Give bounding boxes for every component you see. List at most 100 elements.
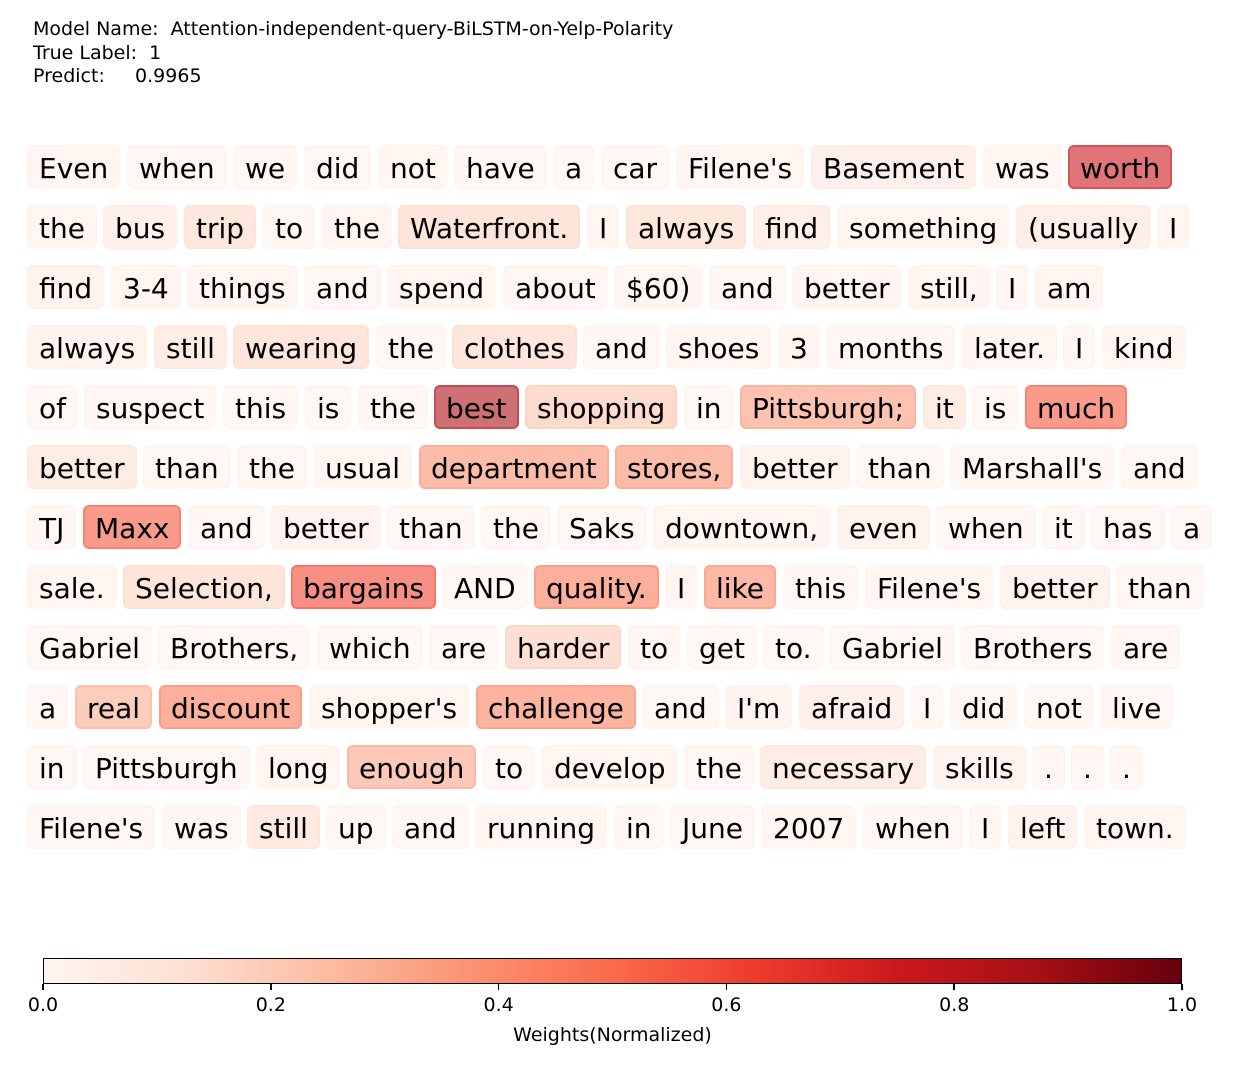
colorbar-tick <box>497 984 500 990</box>
token: and <box>583 325 660 369</box>
token: get <box>687 625 757 669</box>
token: car <box>601 145 670 189</box>
colorbar-label: Weights(Normalized) <box>513 1024 712 1046</box>
token: wearing <box>233 325 370 369</box>
token: still <box>154 325 227 369</box>
token: develop <box>542 745 678 789</box>
token: department <box>419 445 609 489</box>
token: Maxx <box>83 505 182 549</box>
token: . <box>1032 745 1065 789</box>
token: best <box>434 385 519 429</box>
token: still <box>247 805 320 849</box>
token: and <box>304 265 381 309</box>
token: shopper's <box>309 685 470 729</box>
token: $60) <box>614 265 703 309</box>
model-info-header: Model Name: Attention-independent-query-… <box>33 18 673 89</box>
token: afraid <box>799 685 905 729</box>
token: usual <box>313 445 413 489</box>
token: to <box>628 625 681 669</box>
token: to <box>263 205 316 249</box>
token: Even <box>27 145 121 189</box>
token: clothes <box>452 325 577 369</box>
token: it <box>923 385 966 429</box>
colorbar-tick <box>42 984 44 990</box>
token: harder <box>505 625 622 669</box>
token: 2007 <box>761 805 857 849</box>
token: live <box>1100 685 1174 729</box>
token: Brothers <box>961 625 1105 669</box>
token: is <box>972 385 1019 429</box>
token: when <box>863 805 963 849</box>
token: discount <box>159 685 303 729</box>
token: left <box>1008 805 1078 849</box>
token: Filene's <box>27 805 156 849</box>
token: better <box>792 265 902 309</box>
token: the <box>481 505 551 549</box>
token: the <box>376 325 446 369</box>
token: TJ <box>27 505 77 549</box>
token: in <box>684 385 734 429</box>
token: than <box>1116 565 1204 609</box>
token: and <box>709 265 786 309</box>
token: trip <box>184 205 257 249</box>
token: long <box>256 745 341 789</box>
token: a <box>1171 505 1213 549</box>
colorbar-tick-label: 0.8 <box>939 994 970 1016</box>
token: Marshall's <box>950 445 1115 489</box>
token: am <box>1035 265 1104 309</box>
token: skills <box>933 745 1026 789</box>
token: we <box>233 145 298 189</box>
token: not <box>1024 685 1094 729</box>
token: even <box>837 505 930 549</box>
token: quality. <box>534 565 659 609</box>
token: I <box>1063 325 1096 369</box>
token: Basement <box>811 145 977 189</box>
token: bargains <box>291 565 436 609</box>
token: spend <box>387 265 497 309</box>
token: than <box>856 445 944 489</box>
token: when <box>936 505 1036 549</box>
token: of <box>27 385 78 429</box>
token: sale. <box>27 565 117 609</box>
model-name-value: Attention-independent-query-BiLSTM-on-Ye… <box>170 18 674 40</box>
true-label-label: True Label: <box>33 41 138 64</box>
token: the <box>322 205 392 249</box>
token: this <box>223 385 299 429</box>
token: always <box>626 205 747 249</box>
token: (usually <box>1016 205 1151 249</box>
token: stores, <box>615 445 734 489</box>
token: and <box>642 685 719 729</box>
token: worth <box>1068 145 1173 189</box>
token: bus <box>103 205 178 249</box>
token: a <box>27 685 69 729</box>
token: in <box>614 805 664 849</box>
predict-row: Predict: 0.9965 <box>33 65 673 89</box>
true-label-row: True Label: 1 <box>33 42 673 66</box>
token: running <box>475 805 608 849</box>
token: up <box>326 805 386 849</box>
token: enough <box>347 745 477 789</box>
colorbar-tick <box>1181 984 1183 990</box>
token: something <box>837 205 1010 249</box>
token: real <box>75 685 153 729</box>
token: still, <box>908 265 990 309</box>
token: when <box>127 145 227 189</box>
token: and <box>188 505 265 549</box>
token: I <box>969 805 1002 849</box>
token: . <box>1071 745 1104 789</box>
token: was <box>162 805 241 849</box>
token: a <box>553 145 595 189</box>
token: are <box>429 625 499 669</box>
token: Brothers, <box>158 625 311 669</box>
token: Waterfront. <box>398 205 581 249</box>
token: in <box>27 745 77 789</box>
token: Filene's <box>865 565 994 609</box>
token: I <box>665 565 698 609</box>
token: kind <box>1102 325 1186 369</box>
token: was <box>983 145 1062 189</box>
token: better <box>271 505 381 549</box>
colorbar-tick-label: 0.2 <box>255 994 286 1016</box>
colorbar: 0.0 0.2 0.4 0.6 0.8 1.0 Weights(Normalized) <box>0 940 1242 1071</box>
token: downtown, <box>653 505 831 549</box>
token: I <box>1157 205 1190 249</box>
